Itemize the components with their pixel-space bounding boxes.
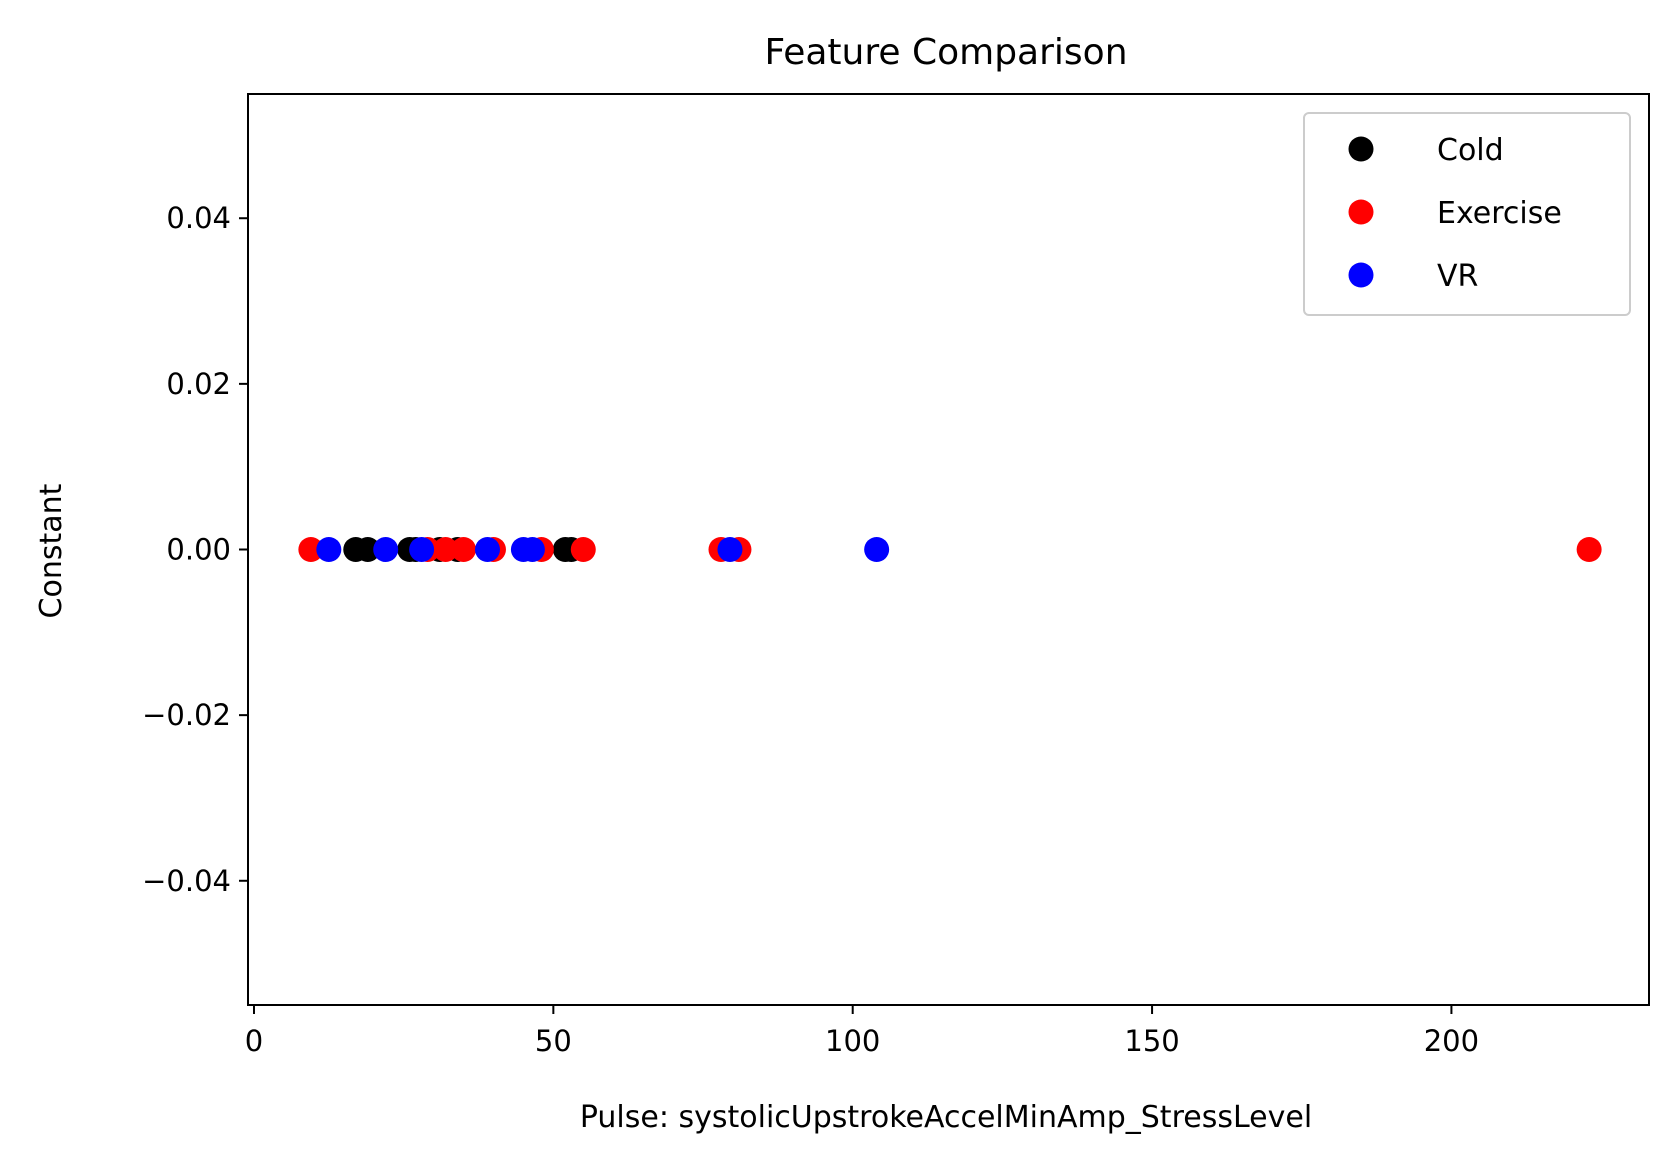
legend-marker-cold — [1348, 136, 1374, 162]
point-vr-6 — [717, 537, 743, 562]
legend-marker-exercise — [1348, 199, 1374, 225]
legend-frame — [1303, 112, 1631, 316]
y-tick-label-2: 0.00 — [166, 533, 231, 567]
point-vr-5 — [519, 537, 545, 562]
chart-title: Feature Comparison — [764, 32, 1127, 73]
point-exercise-6 — [570, 537, 596, 562]
y-tick-label-1: −0.02 — [142, 698, 231, 732]
y-axis-ticks: −0.04 −0.02 0.00 0.02 0.04 — [142, 201, 248, 898]
point-vr-0 — [316, 537, 342, 562]
legend-label-vr: VR — [1437, 259, 1478, 294]
plot-points — [298, 537, 1602, 562]
point-exercise-9 — [1576, 537, 1602, 562]
point-vr-7 — [864, 537, 890, 562]
point-vr-1 — [373, 537, 399, 562]
point-exercise-0 — [298, 537, 324, 562]
legend-marker-vr — [1348, 262, 1374, 288]
y-tick-label-3: 0.02 — [166, 367, 231, 401]
y-tick-label-4: 0.04 — [166, 201, 231, 235]
point-exercise-3 — [451, 537, 477, 562]
legend-label-exercise: Exercise — [1437, 196, 1562, 231]
point-vr-3 — [474, 537, 500, 562]
x-tick-label-1: 50 — [535, 1024, 572, 1058]
x-tick-label-0: 0 — [245, 1024, 263, 1058]
x-tick-label-2: 100 — [825, 1024, 880, 1058]
x-tick-label-4: 200 — [1424, 1024, 1479, 1058]
point-exercise-2 — [433, 537, 459, 562]
x-axis-ticks: 0 50 100 150 200 — [245, 1005, 1479, 1058]
legend-label-cold: Cold — [1437, 133, 1504, 168]
point-vr-2 — [409, 537, 435, 562]
y-tick-label-0: −0.04 — [142, 864, 231, 898]
y-axis-label: Constant — [34, 483, 69, 618]
point-cold-1 — [355, 537, 381, 562]
legend: Cold Exercise VR — [1303, 112, 1631, 316]
x-axis-label: Pulse: systolicUpstrokeAccelMinAmp_Stres… — [580, 1100, 1312, 1135]
x-tick-label-3: 150 — [1124, 1024, 1179, 1058]
